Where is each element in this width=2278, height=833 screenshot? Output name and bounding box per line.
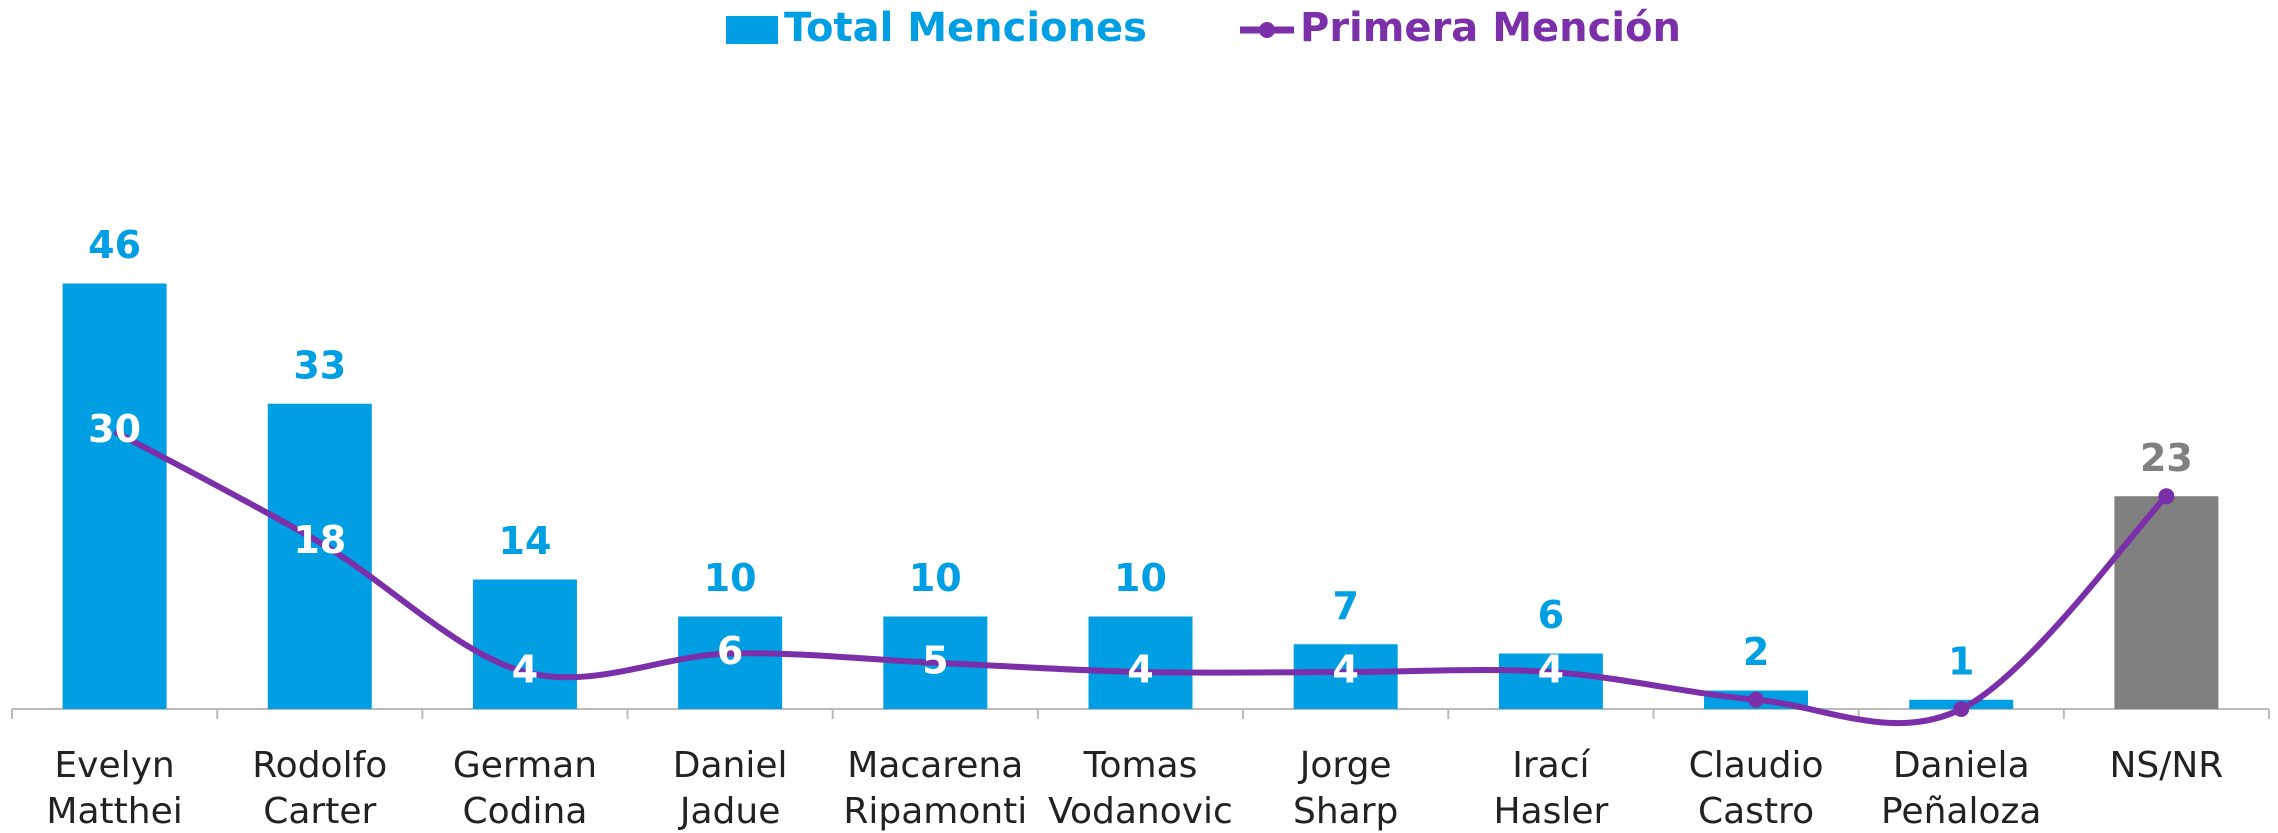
- x-tick-label: Daniel: [673, 745, 788, 786]
- line-value-label: 4: [1332, 648, 1358, 692]
- legend-dot: [1259, 22, 1275, 38]
- bar: [472, 579, 577, 709]
- x-tick-label: Tomas: [1083, 745, 1198, 786]
- x-tick-label: Claudio: [1689, 745, 1824, 786]
- bar: [1293, 644, 1398, 709]
- bar-value-label: 46: [88, 223, 141, 267]
- x-tick-label: Ripamonti: [843, 791, 1027, 832]
- bar: [1088, 616, 1193, 709]
- line-value-label: 30: [88, 407, 141, 451]
- x-tick-label: Vodanovic: [1048, 791, 1233, 832]
- bar: [1498, 653, 1603, 709]
- x-tick-label: Macarena: [847, 745, 1023, 786]
- x-tick-label: Codina: [463, 791, 588, 832]
- legend-label: Primera Mención: [1300, 5, 1681, 51]
- line-value-label: 6: [717, 629, 743, 673]
- bar-value-label: 23: [2140, 436, 2193, 480]
- bar-value-label: 10: [909, 556, 962, 600]
- bar: [62, 283, 167, 709]
- line: [113, 428, 2169, 727]
- bar-value-label: 10: [704, 556, 757, 600]
- x-tick-label: Daniela: [1893, 745, 2030, 786]
- bar-value-label: 14: [499, 519, 552, 563]
- legend-label: Total Menciones: [784, 5, 1147, 51]
- x-tick-label: NS/NR: [2109, 745, 2223, 786]
- line-value-label: 5: [922, 638, 948, 682]
- line-value-label: 4: [512, 648, 538, 692]
- x-tick-label: Sharp: [1293, 791, 1398, 832]
- legend: Total Menciones Primera Mención: [726, 5, 1681, 51]
- x-tick-label: Carter: [263, 791, 376, 832]
- bar-value-label: 10: [1114, 556, 1167, 600]
- x-tick-label: Evelyn: [54, 745, 174, 786]
- x-tick-label: Castro: [1698, 791, 1814, 832]
- line-point: [1953, 701, 1970, 717]
- bar-value-label: 33: [293, 343, 346, 387]
- bar: [2114, 496, 2219, 709]
- bar-value-label: 7: [1332, 584, 1358, 628]
- legend-swatch: [726, 16, 778, 44]
- bar-value-label: 6: [1538, 593, 1564, 637]
- x-tick-label: Hasler: [1493, 791, 1608, 832]
- line-point: [1748, 691, 1765, 708]
- x-tick-label: Jorge: [1298, 745, 1392, 786]
- line-point: [2158, 488, 2175, 505]
- x-tick-label: Peñaloza: [1881, 791, 2041, 832]
- bar: [267, 403, 372, 709]
- x-tick-label: Matthei: [46, 791, 182, 832]
- x-tick-label: Jadue: [678, 791, 781, 832]
- x-tick-label: Rodolfo: [252, 745, 387, 786]
- x-tick-label: German: [453, 745, 597, 786]
- bar: [678, 616, 783, 709]
- x-tick-label: Irací: [1512, 745, 1590, 786]
- line-value-label: 18: [293, 518, 346, 562]
- line-value-label: 4: [1538, 648, 1564, 692]
- line-value-label: 4: [1127, 648, 1153, 692]
- bar-value-label: 2: [1743, 630, 1769, 674]
- bar-value-label: 1: [1948, 639, 1974, 683]
